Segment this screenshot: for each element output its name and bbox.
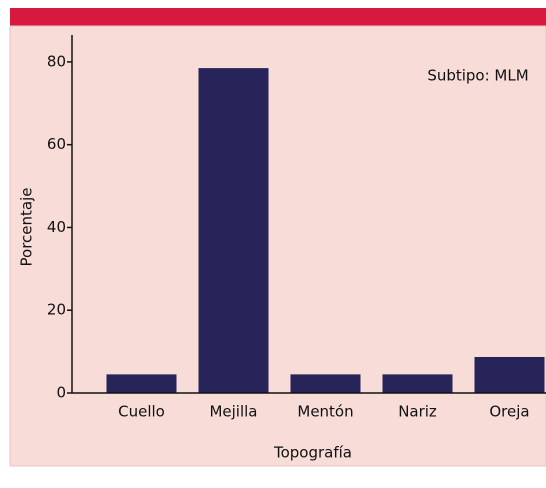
x-tick-label: Mejilla <box>209 403 257 421</box>
bar <box>474 356 545 393</box>
bar <box>106 374 177 393</box>
y-tick-label: 80 <box>47 52 66 70</box>
bar <box>382 374 453 393</box>
bar <box>198 68 269 393</box>
y-tick-label: 60 <box>47 135 66 153</box>
panel <box>9 25 546 467</box>
annotation: Subtipo: MLM <box>427 67 528 85</box>
x-tick-label: Mentón <box>297 403 353 421</box>
y-tick-label: 0 <box>56 384 66 402</box>
header-band <box>10 8 546 26</box>
x-tick-label: Cuello <box>118 403 165 421</box>
bar <box>290 374 361 393</box>
x-tick-label: Oreja <box>489 403 529 421</box>
y-tick-label: 40 <box>47 218 66 236</box>
x-tick-label: Nariz <box>398 403 437 421</box>
y-axis-label: Porcentaje <box>18 188 36 267</box>
y-tick-label: 20 <box>47 301 66 319</box>
x-axis-label: Topografía <box>273 444 352 462</box>
